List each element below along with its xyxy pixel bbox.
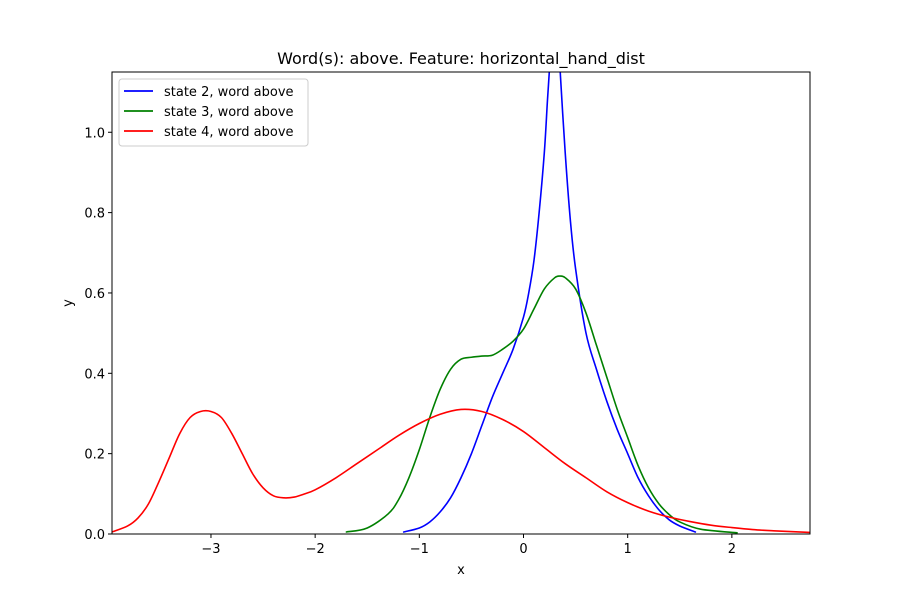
x-tick-label: 0 — [519, 542, 527, 557]
x-tick-label: −2 — [306, 542, 325, 557]
x-tick-label: −1 — [410, 542, 429, 557]
legend-label-3: state 4, word above — [164, 125, 294, 140]
y-tick-label: 1.0 — [84, 126, 105, 141]
y-tick-label: 0.0 — [84, 528, 105, 543]
y-axis-label: y — [61, 299, 76, 307]
x-axis-label: x — [457, 563, 465, 578]
y-axis: 0.0 0.2 0.4 0.6 0.8 1.0 — [84, 126, 112, 543]
series-line-3 — [112, 408, 810, 534]
x-tick-label: 1 — [624, 542, 632, 557]
x-tick-label: −3 — [201, 542, 220, 557]
legend-box — [118, 78, 309, 147]
legend-label-1: state 2, word above — [164, 85, 294, 100]
legend: state 2, word above state 3, word above st… — [118, 78, 309, 147]
legend-label-2: state 3, word above — [164, 105, 294, 120]
y-tick-label: 0.2 — [84, 448, 105, 463]
y-tick-label: 0.6 — [84, 287, 105, 302]
series-layer — [112, 72, 810, 534]
y-tick-label: 0.8 — [84, 207, 105, 222]
x-axis: −3 −2 −1 0 1 2 — [201, 534, 736, 557]
x-tick-label: 2 — [728, 542, 736, 557]
series-line-2 — [345, 275, 738, 534]
series-line-1 — [402, 72, 697, 533]
y-tick-label: 0.4 — [84, 367, 105, 382]
plot-frame — [111, 71, 811, 535]
chart-title: Word(s): above. Feature: horizontal_hand… — [277, 49, 645, 69]
